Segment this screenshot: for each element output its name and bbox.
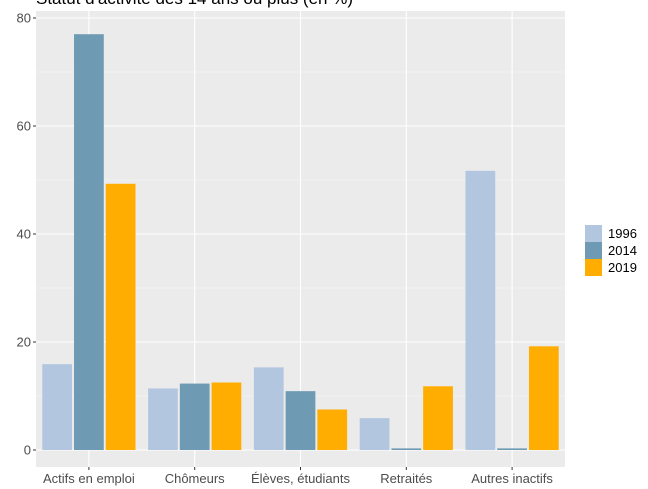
bar-1996-3 — [359, 418, 390, 450]
bar-2019-3 — [423, 386, 453, 450]
x-tick-label: Retraités — [380, 471, 433, 486]
bar-2014-2 — [285, 391, 316, 450]
bar-1996-1 — [148, 388, 178, 450]
bar-2014-4 — [497, 448, 527, 450]
bar-2019-1 — [211, 382, 242, 450]
legend-key-2014 — [585, 242, 602, 259]
bar-1996-2 — [253, 367, 284, 450]
bar-1996-4 — [465, 170, 496, 450]
bar-2014-0 — [74, 34, 104, 450]
bars — [42, 34, 559, 450]
y-axis: 0 20 40 60 80 — [17, 11, 36, 458]
bar-1996-0 — [42, 364, 73, 450]
chart-title: Statut d'activité des 14 ans ou plus (en… — [36, 0, 353, 8]
legend-label: 2014 — [608, 243, 637, 258]
legend-label: 2019 — [608, 260, 637, 275]
legend-key-2019 — [585, 259, 602, 276]
bar-2019-4 — [528, 346, 559, 450]
legend: 1996 2014 2019 — [585, 225, 637, 276]
y-tick-label: 40 — [17, 227, 31, 242]
bar-2019-2 — [317, 409, 348, 450]
x-tick-label: Autres inactifs — [471, 471, 553, 486]
x-tick-label: Actifs en emploi — [43, 471, 135, 486]
x-tick-label: Élèves, étudiants — [251, 471, 351, 486]
y-tick-label: 0 — [24, 443, 31, 458]
bar-2014-1 — [179, 383, 210, 450]
legend-key-1996 — [585, 225, 602, 242]
x-tick-label: Chômeurs — [165, 471, 225, 486]
bar-2019-0 — [105, 183, 136, 450]
x-axis: Actifs en emploi Chômeurs Élèves, étudiant… — [43, 467, 553, 486]
legend-label: 1996 — [608, 226, 637, 241]
bar-2014-3 — [391, 448, 422, 450]
y-tick-label: 60 — [17, 119, 31, 134]
y-tick-label: 20 — [17, 335, 31, 350]
y-tick-label: 80 — [17, 11, 31, 26]
